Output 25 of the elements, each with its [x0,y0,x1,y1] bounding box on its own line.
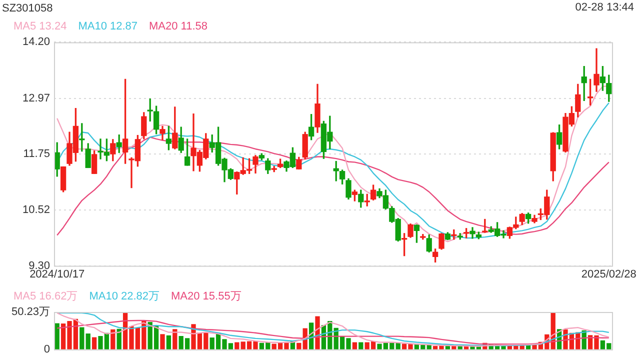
text: MA5 13.24 [14,20,67,33]
bar [234,342,240,350]
x-tick-label: 2025/02/28 [581,268,636,280]
bar [80,327,84,350]
text: 02-28 13:44 [575,2,634,14]
y-tick-label: 50.23万 [11,306,50,318]
y-tick-label: 10.52 [22,204,50,216]
series-label: MA20 15.55万 [171,290,242,303]
text: MA20 11.58 [149,20,208,33]
series-label: MA5 16.62万 [14,290,78,303]
y-tick-label: 11.75 [23,148,50,160]
text: MA10 12.87 [78,20,138,33]
chart-title: SZ301058 [2,2,53,15]
bar [86,334,90,350]
bar [352,342,358,350]
bar [160,334,165,350]
series-label: MA10 22.82万 [89,290,160,303]
bar [92,337,97,350]
bar [166,335,172,350]
y-tick-label: 0 [44,343,50,356]
x-tick-label: 2024/10/17 [30,268,85,280]
bar [358,342,364,350]
bar [54,323,60,350]
y-tick-label: 12.97 [22,92,50,104]
y-tick-label: 14.20 [22,36,50,48]
